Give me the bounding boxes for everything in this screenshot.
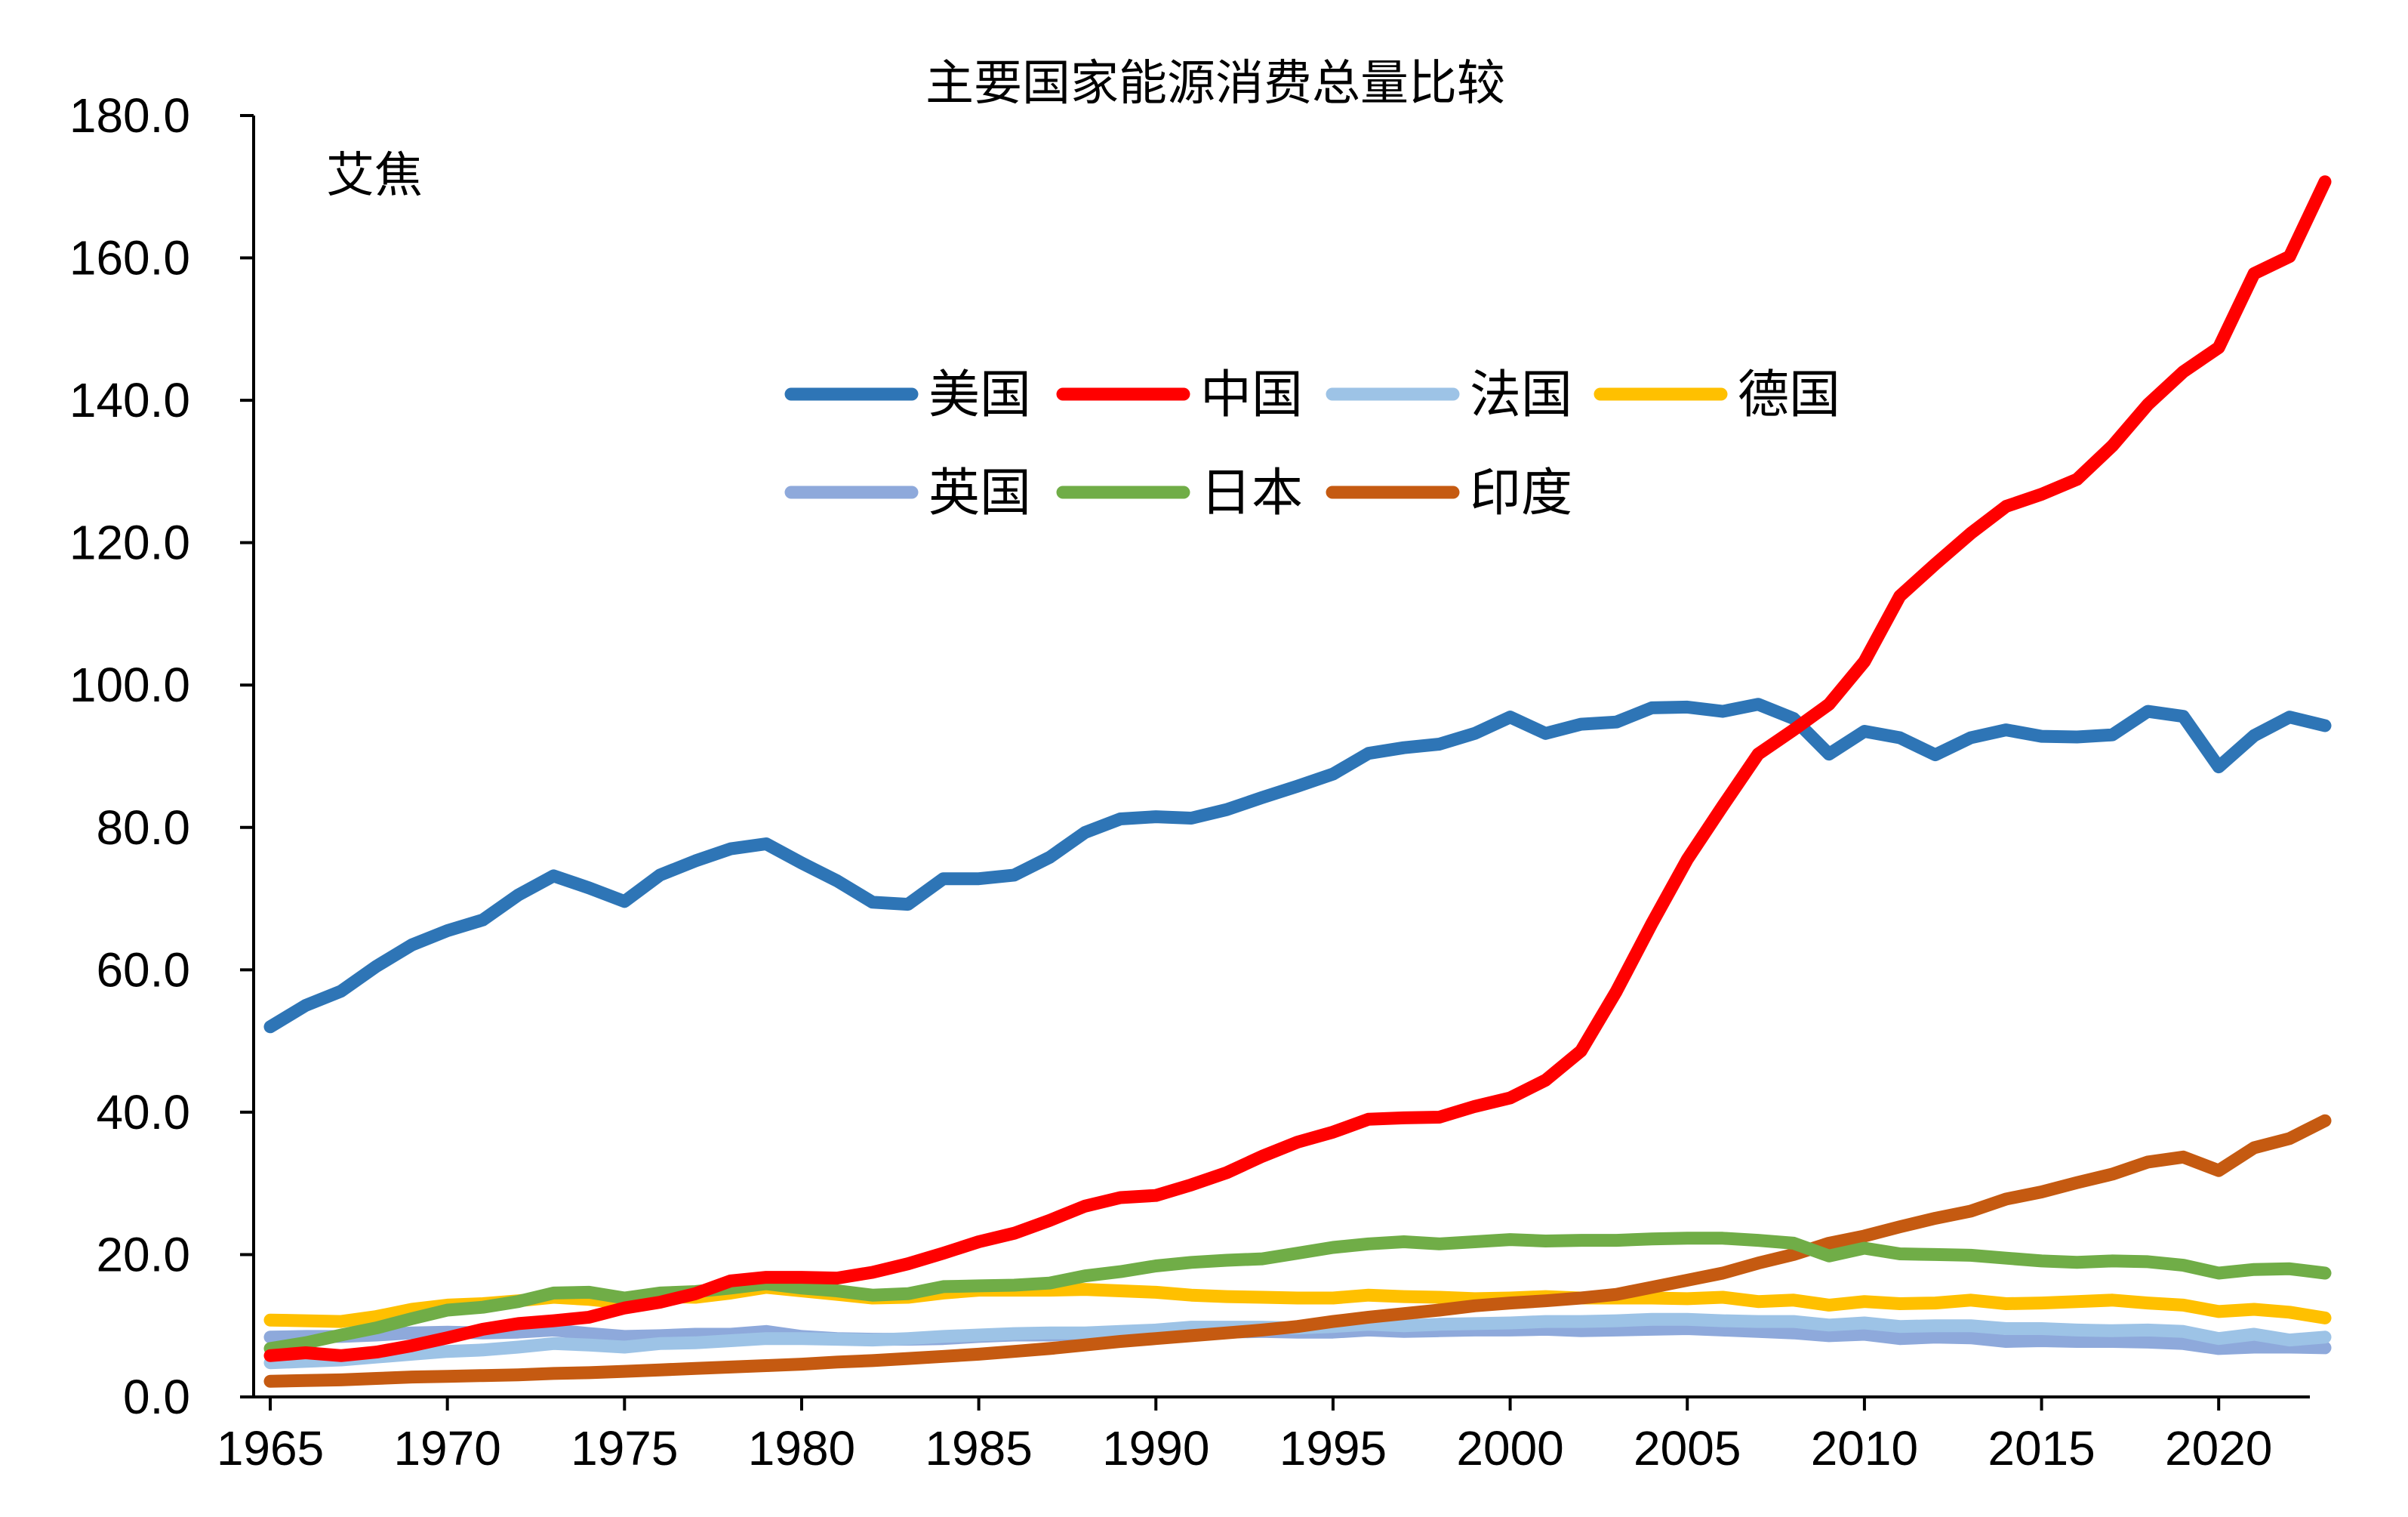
series-line-1 [263,698,2332,1034]
legend-label-2: 中国 [1200,365,1303,425]
x-tick-label: 2000 [1456,1421,1563,1475]
plot-area: 0.0 20.0 40.0 60.0 80.0 100.0 120.0 140.0 160.0 1… [69,88,2332,1475]
x-tick-label: 2010 [1811,1421,1918,1475]
y-tick-label: 60.0 [96,942,190,997]
legend-label-6: 日本 [1200,464,1303,523]
series-line-7 [263,1114,2332,1388]
legend-label-3: 法国 [1470,365,1572,425]
y-tick-label: 40.0 [96,1085,190,1139]
axis-ticks: 0.0 20.0 40.0 60.0 80.0 100.0 120.0 140.0 160.0 1… [69,88,2273,1475]
x-tick-label: 1965 [217,1421,324,1475]
legend-label-1: 美国 [928,365,1031,425]
y-tick-label: 100.0 [69,658,190,712]
x-tick-label: 2015 [1988,1421,2095,1475]
series-lines [263,175,2332,1388]
x-tick-label: 1970 [393,1421,500,1475]
x-tick-label: 1985 [925,1421,1032,1475]
y-tick-label: 0.0 [123,1370,190,1424]
legend-label-7: 印度 [1470,464,1572,523]
y-tick-label: 180.0 [69,88,190,143]
series-line-6 [263,1232,2332,1355]
x-tick-label: 1975 [571,1421,678,1475]
y-tick-label: 80.0 [96,800,190,855]
x-tick-label: 1990 [1102,1421,1209,1475]
x-tick-label: 2020 [2165,1421,2272,1475]
x-tick-label: 2005 [1634,1421,1741,1475]
y-tick-label: 140.0 [69,373,190,427]
series-line-2 [263,175,2332,1362]
chart-title: 主要国家能源消费总量比较 [925,56,1505,112]
legend-label-5: 英国 [928,464,1031,523]
x-tick-label: 1980 [748,1421,855,1475]
legend-label-4: 德国 [1738,365,1840,425]
x-tick-label: 1995 [1279,1421,1387,1475]
y-tick-label: 120.0 [69,516,190,570]
y-tick-label: 160.0 [69,231,190,285]
y-unit-label: 艾焦 [326,148,423,204]
y-tick-label: 20.0 [96,1227,190,1281]
